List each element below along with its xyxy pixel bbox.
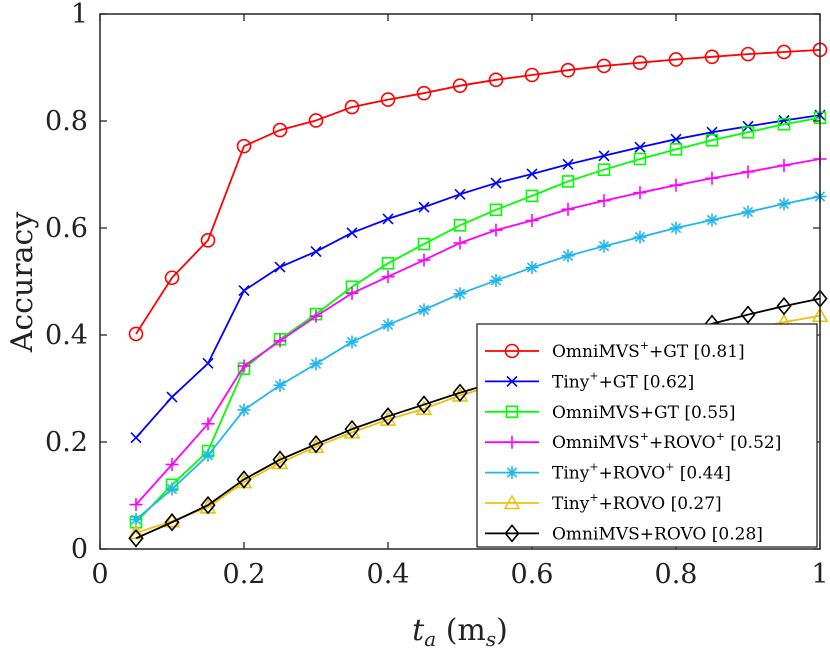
legend-label: OmniMVS++GT [0.81] (552, 339, 745, 362)
data-point-tiny-gt-0-62-1 (167, 392, 177, 402)
data-point-tiny-rovo-0-44-16 (706, 213, 719, 226)
data-point-tiny-gt-0-62-4 (275, 262, 285, 272)
data-point-tiny-gt-0-62-6 (347, 228, 357, 238)
data-point-tiny-rovo-0-44-10 (490, 274, 503, 287)
x-axis-unit: m (457, 613, 485, 648)
x-axis-unit-subscript: s (486, 627, 496, 651)
data-point-omnimvs-rovo-0-52-6 (346, 287, 359, 300)
data-point-omnimvs-rovo-0-52-16 (706, 172, 719, 185)
data-point-omnimvs-rovo-0-52-7 (382, 270, 395, 283)
series-line-omnimvs-gt-0-81 (136, 50, 820, 334)
x-tick-label: 0.2 (223, 559, 266, 590)
x-tick-label: 0.6 (511, 559, 554, 590)
x-axis-variable: t (412, 613, 425, 648)
x-axis-variable-subscript: a (424, 627, 436, 651)
y-tick-label: 0 (71, 534, 88, 565)
legend-label: OmniMVS+ROVO [0.28] (552, 524, 763, 544)
data-point-tiny-gt-0-62-7 (383, 214, 393, 224)
y-tick-label: 0.6 (45, 213, 88, 244)
x-tick-label: 0.4 (367, 559, 410, 590)
data-point-tiny-rovo-0-44-13 (598, 240, 611, 253)
x-axis-title: ta (ms) (412, 613, 508, 651)
data-point-tiny-rovo-0-44-6 (346, 335, 359, 348)
data-point-tiny-rovo-0-44-17 (742, 205, 755, 218)
data-point-omnimvs-rovo-0-52-13 (598, 194, 611, 207)
data-point-omnimvs-rovo-0-52-10 (490, 224, 503, 237)
data-point-tiny-gt-0-62-0 (131, 433, 141, 443)
y-tick-label: 1 (71, 0, 88, 30)
x-tick-label: 0 (91, 559, 108, 590)
data-point-tiny-rovo-0-44-1 (166, 483, 179, 496)
legend-label: OmniMVS+GT [0.55] (552, 403, 735, 423)
legend: OmniMVS++GT [0.81] Tiny++GT [0.62] OmniMVS… (477, 324, 817, 547)
data-point-tiny-rovo-0-44-7 (382, 318, 395, 331)
data-point-tiny-rovo-0-44-0 (130, 513, 143, 526)
data-point-omnimvs-rovo-0-52-17 (742, 165, 755, 178)
data-point-tiny-rovo-0-44-18 (778, 197, 791, 210)
data-point-tiny-gt-0-62-2 (203, 358, 213, 368)
data-point-tiny-rovo-0-44-14 (634, 231, 647, 244)
legend-label: Tiny++GT [0.62] (552, 369, 694, 392)
data-point-omnimvs-rovo-0-52-15 (670, 179, 683, 192)
data-point-omnimvs-rovo-0-52-3 (238, 360, 251, 373)
data-point-tiny-gt-0-62-9 (455, 189, 465, 199)
x-tick-label: 0.8 (655, 559, 698, 590)
legend-label: Tiny++ROVO+ [0.44] (552, 461, 731, 484)
data-point-omnimvs-rovo-0-52-8 (418, 254, 431, 267)
data-point-omnimvs-rovo-0-52-9 (454, 236, 467, 249)
data-point-tiny-rovo-0-44-9 (454, 287, 467, 300)
legend-label: OmniMVS++ROVO+ [0.52] (552, 430, 781, 453)
data-point-tiny-gt-0-62-8 (419, 202, 429, 212)
y-tick-label: 0.2 (45, 427, 88, 458)
y-tick-label: 0.4 (45, 320, 88, 351)
x-tick-label: 1 (811, 559, 828, 590)
y-axis-title: Accuracy (5, 212, 40, 354)
data-point-tiny-rovo-0-44-2 (202, 449, 215, 462)
data-point-tiny-rovo-0-44-5 (310, 357, 323, 370)
data-point-tiny-gt-0-62-5 (311, 247, 321, 257)
data-point-tiny-rovo-0-44-15 (670, 222, 683, 235)
data-point-tiny-rovo-0-44-12 (562, 249, 575, 262)
legend-label: Tiny++ROVO [0.27] (552, 491, 722, 514)
y-tick-label: 0.8 (45, 106, 88, 137)
data-point-omnimvs-rovo-0-52-12 (562, 203, 575, 216)
data-point-omnimvs-rovo-0-52-11 (526, 214, 539, 227)
legend-swatch-marker (506, 466, 519, 479)
data-point-tiny-rovo-0-44-11 (526, 261, 539, 274)
data-point-tiny-rovo-0-44-8 (418, 303, 431, 316)
data-point-omnimvs-rovo-0-52-18 (778, 159, 791, 172)
data-point-omnimvs-rovo-0-52-14 (634, 186, 647, 199)
data-point-tiny-rovo-0-44-4 (274, 379, 287, 392)
data-point-tiny-gt-0-62-3 (239, 286, 249, 296)
accuracy-line-chart: 0 0.2 0.4 0.6 0.8 1 0 0.2 0.4 0.6 0.8 1 Accuracy ta… (0, 0, 830, 652)
data-point-tiny-rovo-0-44-3 (238, 403, 251, 416)
